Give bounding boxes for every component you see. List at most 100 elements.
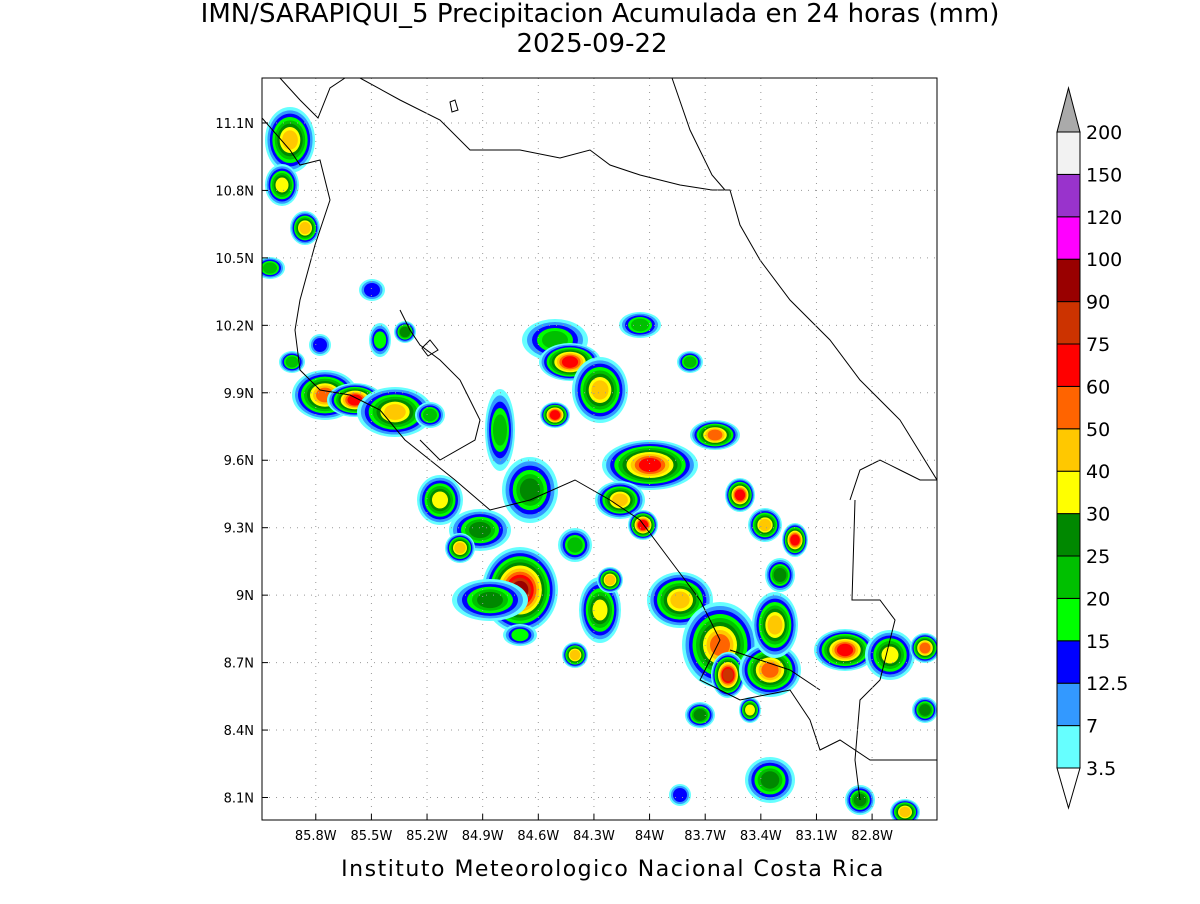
precip-area [773,568,787,582]
footer: Instituto Meteorologico Nacional Costa R… [341,857,885,882]
precip-area [745,704,755,716]
precip-area [432,491,448,509]
colorbar-box [1056,640,1081,684]
precip-area [373,331,387,349]
precip-area [567,537,583,553]
colorbar-below [1056,767,1081,810]
precip-area [285,356,299,368]
precip-area [673,788,687,802]
y-tick-label: 10.8N [215,184,254,199]
colorbar-box [1056,682,1081,727]
precip-area [561,356,579,368]
colorbar-box [1056,428,1081,472]
colorbar-label: 7 [1086,716,1098,738]
colorbar-above [1056,86,1081,133]
precip-area [758,518,772,532]
colorbar-box [1056,385,1081,430]
y-tick-label: 9.3N [224,522,254,537]
x-tick-label: 83.4W [740,829,782,844]
precip-area [707,429,723,441]
colorbar-box [1056,301,1081,345]
y-tick-label: 8.1N [224,792,254,807]
colorbar-label: 25 [1086,546,1110,568]
colorbar-label: 150 [1086,164,1122,186]
precip-area [423,408,437,422]
precip-area [693,709,707,721]
precip-area [477,591,503,609]
colorbar-label: 30 [1086,504,1110,526]
precip-area [511,628,529,642]
colorbar-label: 75 [1086,334,1110,356]
colorbar-box [1056,555,1081,599]
precip-area [760,771,780,789]
precip-area [347,394,363,406]
precip-area [881,646,899,664]
x-tick-label: 84W [635,829,665,844]
precip-area [454,542,466,554]
precip-area [722,668,734,682]
precip-field [262,107,937,820]
map-frame [261,77,938,821]
y-tick-label: 10.5N [215,252,254,267]
subtitle: 2025-09-22 [516,29,667,59]
precip-area [549,410,561,420]
y-tick-label: 8.7N [224,657,254,672]
precip-area [767,615,783,635]
precip-area [313,338,327,352]
precip-area [569,649,581,661]
colorbar-label: 15 [1086,631,1110,653]
precip-area [399,326,411,338]
precip-area [761,662,779,678]
precip-area [734,489,746,501]
precip-area [683,356,697,368]
colorbar-label: 90 [1086,292,1110,314]
colorbar-box [1056,173,1081,218]
coastlines [262,78,937,801]
colorbar-box [1056,725,1081,769]
precip-area [899,806,911,818]
y-tick-label: 8.4N [224,724,254,739]
y-tick-label: 9.9N [224,387,254,402]
colorbar-box [1056,343,1081,387]
colorbar-label: 12.5 [1086,673,1128,695]
title: IMN/SARAPIQUI_5 Precipitacion Acumulada … [201,0,1000,29]
colorbar-box [1056,216,1081,260]
precip-area [364,283,380,297]
precip-area [592,599,608,621]
colorbar: 3.5 7 12.5 15 20 25 30 40 50 60 75 90 100 120 150 200 [1056,86,1128,810]
colorbar-label: 200 [1086,122,1122,144]
colorbar-label: 60 [1086,376,1110,398]
x-tick-label: 83.7W [684,829,726,844]
precip-area [604,574,616,586]
colorbar-label: 40 [1086,461,1110,483]
colorbar-box [1056,597,1081,642]
colorbar-box [1056,131,1081,175]
x-tick-label: 85.2W [406,829,448,844]
x-tick-label: 85.8W [295,829,337,844]
x-tick-label: 84.6W [517,829,559,844]
x-tick-label: 85.5W [351,829,393,844]
x-tick-label: 83.1W [796,829,838,844]
precip-area [836,643,854,657]
colorbar-label: 20 [1086,588,1110,610]
x-tick-label: 84.9W [462,829,504,844]
x-tick-label: 82.8W [851,829,893,844]
colorbar-label: 120 [1086,207,1122,229]
colorbar-label: 3.5 [1086,758,1116,780]
precip-area [519,478,541,502]
x-tick-label: 84.3W [573,829,615,844]
colorbar-label: 100 [1086,249,1122,271]
precip-area [919,704,931,716]
colorbar-box [1056,513,1081,557]
precip-area [638,458,662,472]
y-tick-label: 10.2N [215,319,254,334]
y-tick-label: 9N [236,589,254,604]
precip-area [469,521,491,539]
precip-area [670,591,690,609]
colorbar-box [1056,258,1081,303]
precip-area [384,404,406,420]
precip-area [493,414,507,446]
colorbar-label: 50 [1086,419,1110,441]
precip-area [612,493,628,507]
